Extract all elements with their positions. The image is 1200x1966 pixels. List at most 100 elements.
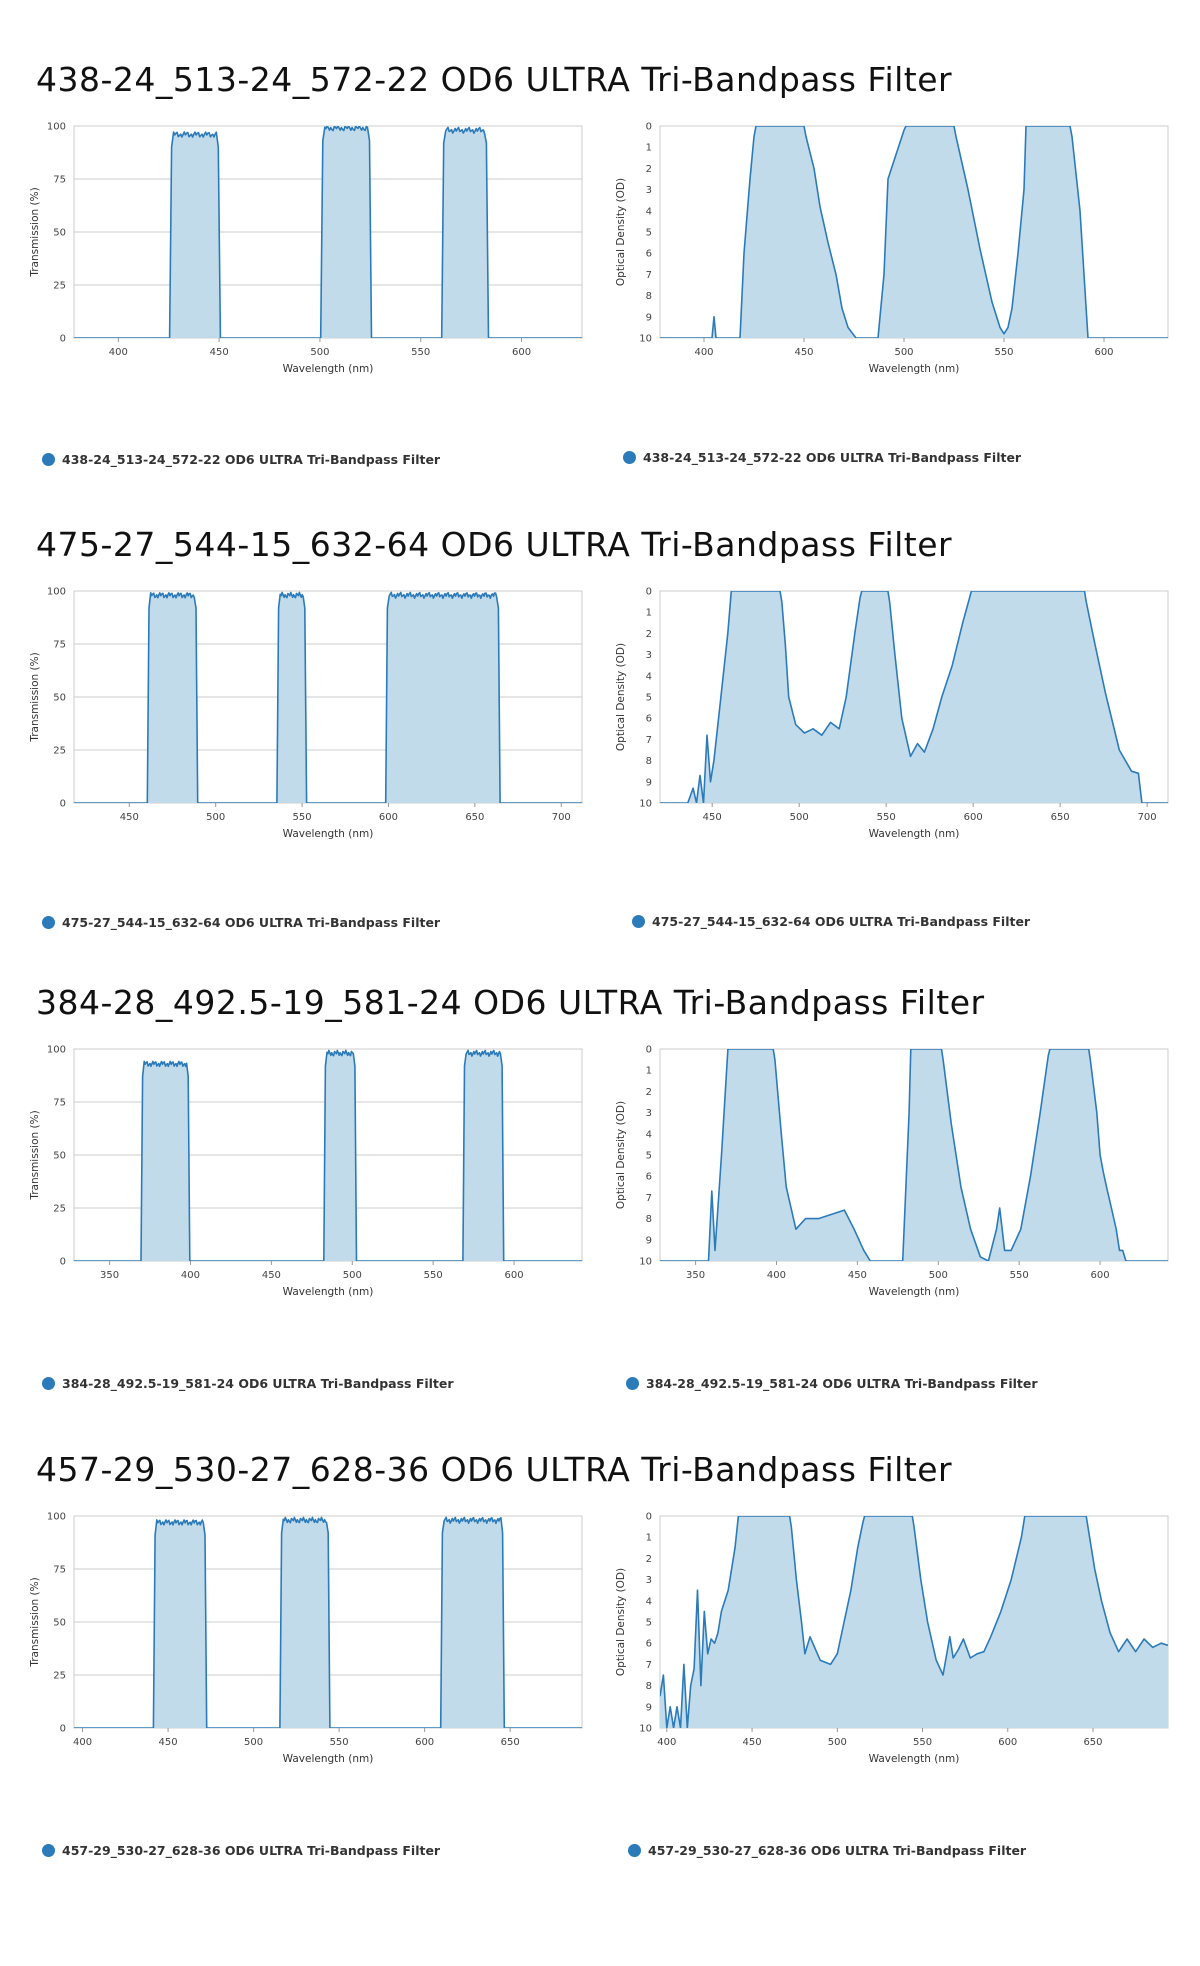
filter-section-3: 384-28_492.5-19_581-24 OD6 ULTRA Tri-Ban… bbox=[0, 983, 1200, 1453]
y-tick-label: 2 bbox=[646, 629, 652, 640]
filter-section-1: 438-24_513-24_572-22 OD6 ULTRA Tri-Bandp… bbox=[0, 60, 1200, 530]
y-tick-label: 75 bbox=[53, 640, 66, 651]
y-axis-label: Transmission (%) bbox=[29, 1577, 41, 1667]
y-tick-label: 50 bbox=[53, 693, 66, 704]
series-line bbox=[660, 1049, 1168, 1261]
density-plot: 0 1 2 3 4 5 6 7 8 9 10 400 450 500 550 600 Wavelength (n… bbox=[615, 122, 1169, 375]
y-tick-label: 0 bbox=[646, 122, 652, 133]
filter-title: 475-27_544-15_632-64 OD6 ULTRA Tri-Bandp… bbox=[36, 525, 953, 564]
y-axis-label: Optical Density (OD) bbox=[615, 1568, 627, 1676]
x-tick-label: 500 bbox=[894, 347, 913, 358]
transmission-chart: 0 25 50 75 100 350 400 450 500 550 600 Wavelength (… bbox=[26, 1039, 586, 1304]
x-tick-label: 600 bbox=[964, 812, 983, 823]
density-legend[interactable]: 475-27_544-15_632-64 OD6 ULTRA Tri-Bandp… bbox=[632, 914, 1030, 929]
series-area bbox=[660, 591, 1168, 803]
transmission-plot: 0 25 50 75 100 400 450 500 550 600 Wavelength (nm)… bbox=[29, 122, 583, 375]
y-tick-label: 50 bbox=[53, 228, 66, 239]
x-tick-label: 450 bbox=[210, 347, 229, 358]
y-tick-label: 6 bbox=[646, 1639, 652, 1650]
density-legend[interactable]: 384-28_492.5-19_581-24 OD6 ULTRA Tri-Ban… bbox=[626, 1376, 1038, 1391]
x-tick-label: 500 bbox=[790, 812, 809, 823]
x-axis-label: Wavelength (nm) bbox=[869, 363, 960, 375]
x-tick-label: 600 bbox=[512, 347, 531, 358]
y-tick-label: 25 bbox=[53, 1671, 66, 1682]
y-tick-label: 2 bbox=[646, 164, 652, 175]
y-tick-label: 0 bbox=[60, 334, 66, 345]
transmission-legend[interactable]: 475-27_544-15_632-64 OD6 ULTRA Tri-Bandp… bbox=[42, 915, 440, 930]
y-axis-label: Optical Density (OD) bbox=[615, 1101, 627, 1209]
y-tick-label: 3 bbox=[646, 650, 652, 661]
x-tick-label: 400 bbox=[657, 1737, 676, 1748]
legend-marker-icon bbox=[632, 915, 645, 928]
y-tick-label: 2 bbox=[646, 1087, 652, 1098]
y-tick-label: 5 bbox=[646, 693, 652, 704]
y-axis-label: Transmission (%) bbox=[29, 1110, 41, 1200]
y-tick-label: 9 bbox=[646, 1235, 652, 1246]
legend-marker-icon bbox=[42, 916, 55, 929]
transmission-legend[interactable]: 457-29_530-27_628-36 OD6 ULTRA Tri-Bandp… bbox=[42, 1843, 440, 1858]
transmission-chart: 0 25 50 75 100 450 500 550 600 650 700 Wavelength (… bbox=[26, 581, 586, 846]
x-tick-label: 600 bbox=[505, 1270, 524, 1281]
y-tick-label: 1 bbox=[646, 143, 652, 154]
legend-label: 457-29_530-27_628-36 OD6 ULTRA Tri-Bandp… bbox=[62, 1843, 441, 1858]
y-tick-label: 100 bbox=[47, 587, 66, 598]
legend-marker-icon bbox=[628, 1844, 641, 1857]
x-tick-label: 400 bbox=[181, 1270, 200, 1281]
y-tick-label: 3 bbox=[646, 1108, 652, 1119]
series-area bbox=[660, 1516, 1168, 1728]
y-tick-label: 4 bbox=[646, 206, 652, 217]
x-tick-label: 600 bbox=[998, 1737, 1017, 1748]
y-tick-label: 8 bbox=[646, 291, 652, 302]
legend-marker-icon bbox=[623, 451, 636, 464]
y-tick-label: 1 bbox=[646, 608, 652, 619]
series-area bbox=[74, 1517, 582, 1728]
x-tick-label: 700 bbox=[1138, 812, 1157, 823]
y-axis-label: Transmission (%) bbox=[29, 652, 41, 742]
y-tick-label: 0 bbox=[646, 1045, 652, 1056]
x-tick-label: 450 bbox=[848, 1270, 867, 1281]
y-tick-label: 7 bbox=[646, 270, 652, 281]
transmission-legend[interactable]: 384-28_492.5-19_581-24 OD6 ULTRA Tri-Ban… bbox=[42, 1376, 454, 1391]
x-tick-label: 550 bbox=[330, 1737, 349, 1748]
y-tick-label: 0 bbox=[646, 587, 652, 598]
y-tick-label: 100 bbox=[47, 1512, 66, 1523]
y-tick-label: 9 bbox=[646, 312, 652, 323]
series-line bbox=[660, 591, 1168, 803]
x-tick-label: 650 bbox=[1051, 812, 1070, 823]
y-tick-label: 5 bbox=[646, 1618, 652, 1629]
y-tick-label: 10 bbox=[639, 334, 652, 345]
filter-title: 457-29_530-27_628-36 OD6 ULTRA Tri-Bandp… bbox=[36, 1450, 953, 1489]
x-tick-label: 500 bbox=[929, 1270, 948, 1281]
y-tick-label: 1 bbox=[646, 1066, 652, 1077]
x-tick-label: 400 bbox=[73, 1737, 92, 1748]
x-tick-label: 600 bbox=[415, 1737, 434, 1748]
y-tick-label: 7 bbox=[646, 1193, 652, 1204]
density-legend[interactable]: 438-24_513-24_572-22 OD6 ULTRA Tri-Bandp… bbox=[623, 450, 1021, 465]
x-axis-label: Wavelength (nm) bbox=[283, 1286, 374, 1298]
series-area bbox=[660, 1049, 1168, 1261]
y-tick-label: 5 bbox=[646, 1151, 652, 1162]
legend-label: 457-29_530-27_628-36 OD6 ULTRA Tri-Bandp… bbox=[648, 1843, 1027, 1858]
x-tick-label: 500 bbox=[206, 812, 225, 823]
x-axis-label: Wavelength (nm) bbox=[283, 363, 374, 375]
x-tick-label: 450 bbox=[159, 1737, 178, 1748]
series-line bbox=[74, 126, 582, 338]
y-tick-label: 75 bbox=[53, 1098, 66, 1109]
density-legend[interactable]: 457-29_530-27_628-36 OD6 ULTRA Tri-Bandp… bbox=[628, 1843, 1026, 1858]
series-line bbox=[74, 591, 582, 803]
transmission-legend[interactable]: 438-24_513-24_572-22 OD6 ULTRA Tri-Bandp… bbox=[42, 452, 440, 467]
y-tick-label: 4 bbox=[646, 1596, 652, 1607]
density-plot: 0 1 2 3 4 5 6 7 8 9 10 350 400 450 500 550 600 Wavelength… bbox=[615, 1045, 1169, 1298]
x-tick-label: 600 bbox=[1094, 347, 1113, 358]
legend-label: 475-27_544-15_632-64 OD6 ULTRA Tri-Bandp… bbox=[652, 914, 1031, 929]
x-axis-label: Wavelength (nm) bbox=[869, 1286, 960, 1298]
legend-marker-icon bbox=[42, 1377, 55, 1390]
y-tick-label: 4 bbox=[646, 671, 652, 682]
series-line bbox=[660, 1516, 1168, 1728]
y-axis-label: Transmission (%) bbox=[29, 187, 41, 277]
x-tick-label: 550 bbox=[293, 812, 312, 823]
x-tick-label: 450 bbox=[703, 812, 722, 823]
series-area bbox=[74, 1050, 582, 1261]
filter-section-4: 457-29_530-27_628-36 OD6 ULTRA Tri-Bandp… bbox=[0, 1450, 1200, 1920]
x-tick-label: 450 bbox=[743, 1737, 762, 1748]
